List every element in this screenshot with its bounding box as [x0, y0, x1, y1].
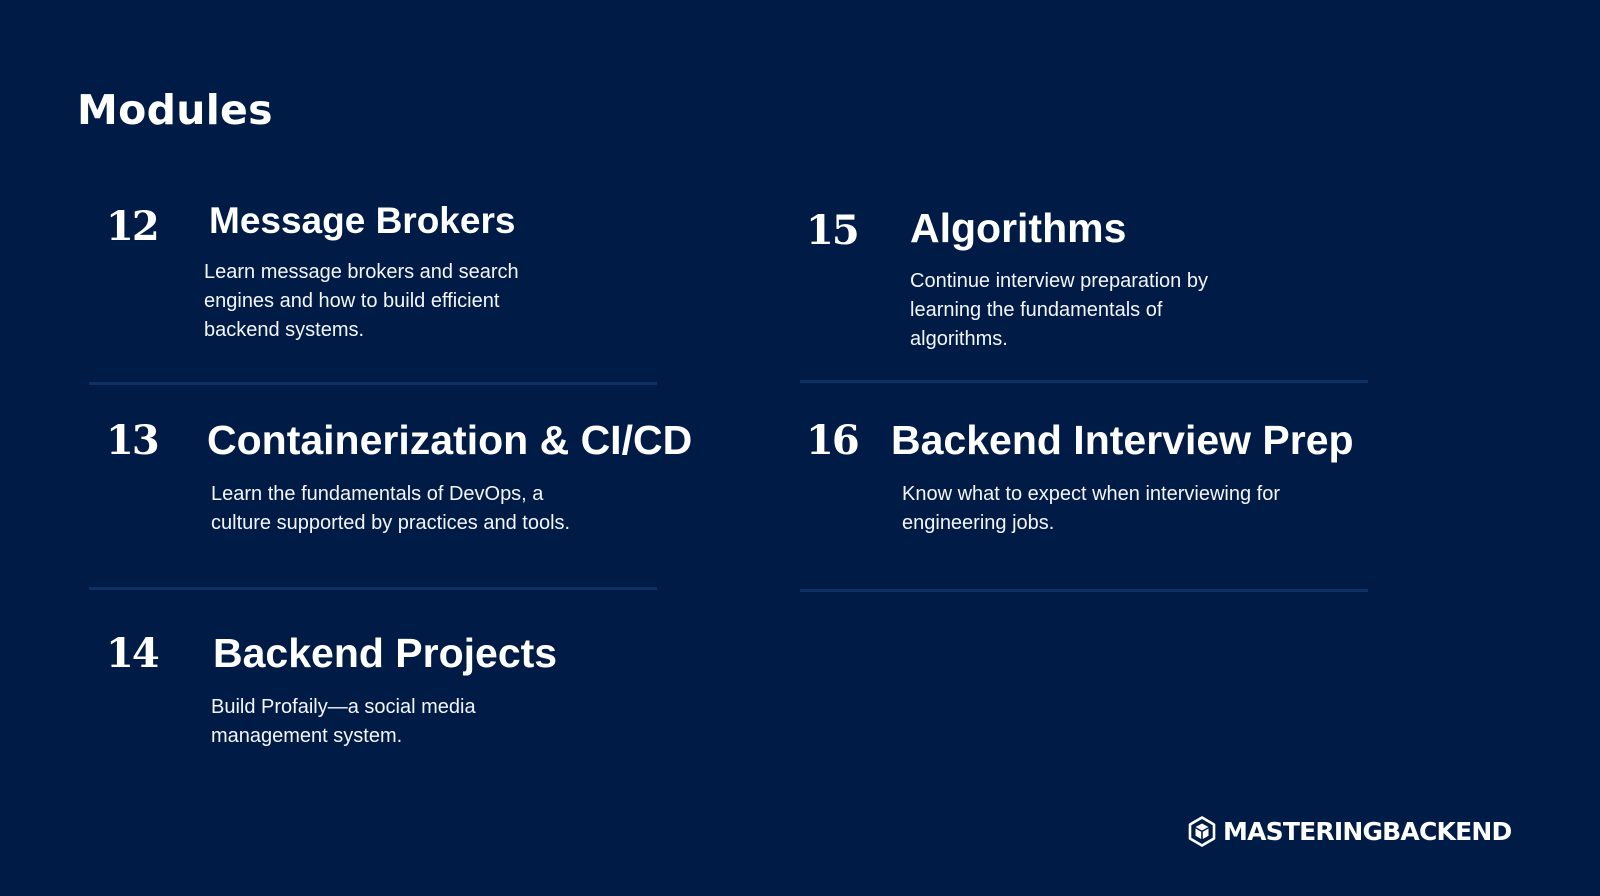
module-title-algorithms: Algorithms [910, 205, 1127, 251]
module-description-backend-projects: Build Profaily—a social media management… [211, 696, 476, 747]
divider-right-1 [800, 380, 1368, 383]
module-title-backend-interview-prep: Backend Interview Prep [891, 417, 1354, 463]
module-number-16: 16 [806, 417, 860, 464]
module-number-15: 15 [806, 207, 860, 254]
hexagon-cube-icon [1188, 816, 1216, 847]
module-description-backend-interview-prep: Know what to expect when interviewing fo… [902, 483, 1280, 534]
module-description-containerization-cicd: Learn the fundamentals of DevOps, a cult… [211, 483, 571, 534]
brand-logo: MASTERINGBACKEND [1188, 816, 1512, 847]
module-title-message-brokers: Message Brokers [209, 200, 516, 241]
module-number-14: 14 [106, 630, 160, 677]
module-description-message-brokers: Learn message brokers and search engines… [204, 261, 519, 341]
brand-name: MASTERINGBACKEND [1223, 817, 1512, 846]
divider-left-2 [89, 587, 657, 590]
divider-left-1 [89, 382, 657, 385]
module-description-algorithms: Continue interview preparation by learni… [910, 270, 1208, 350]
module-title-backend-projects: Backend Projects [213, 630, 558, 676]
module-number-12: 12 [106, 203, 160, 250]
page-title: Modules [77, 86, 273, 134]
module-title-containerization-cicd: Containerization & CI/CD [207, 417, 693, 463]
divider-right-2 [800, 589, 1368, 592]
module-number-13: 13 [106, 417, 160, 464]
